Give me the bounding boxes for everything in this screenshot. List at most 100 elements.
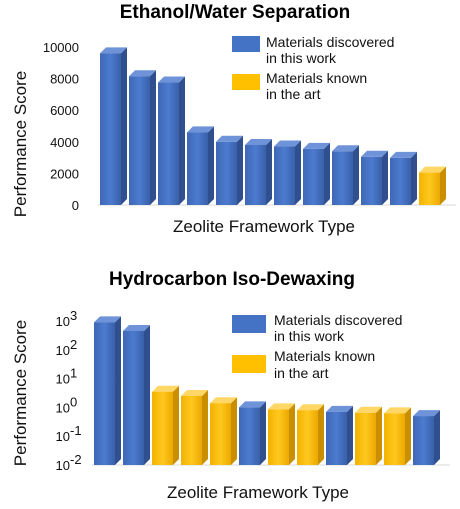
bar-front: [297, 410, 318, 465]
chart2-ylabel: Performance Score: [11, 320, 30, 466]
bar-side: [121, 47, 127, 205]
bar-front: [158, 82, 179, 205]
bar-top: [390, 151, 417, 158]
bar-top: [187, 126, 214, 133]
bar-front: [419, 172, 440, 205]
chart2-ytick-label: 10: [56, 314, 70, 329]
bar-side: [144, 324, 150, 465]
bar-side: [289, 403, 295, 465]
bar-front: [100, 53, 121, 205]
bar-side: [440, 166, 446, 205]
chart2-legend-known-line2: in the art: [274, 365, 329, 381]
bar-side: [260, 401, 266, 465]
chart1-ylabel: Performance Score: [11, 71, 30, 217]
bar-front: [274, 146, 295, 205]
bar-top: [123, 324, 150, 331]
bar-side: [376, 406, 382, 465]
bar-side: [173, 385, 179, 465]
bar-side: [237, 135, 243, 205]
bar-top: [152, 385, 179, 392]
chart2-bar: [326, 405, 353, 465]
chart2-bar: [355, 406, 382, 465]
chart1-y-ticks: 0 2000 4000 6000 8000 10000: [43, 40, 79, 213]
chart1-ytick-label: 6000: [50, 103, 79, 118]
chart2-bar: [210, 397, 237, 465]
bar-top: [326, 405, 353, 412]
bar-side: [347, 405, 353, 465]
chart2-legend-discovered-line1: Materials discovered: [274, 312, 402, 328]
chart2-ytick-exponent: 2: [70, 337, 77, 352]
bar-front: [332, 151, 353, 205]
chart2-legend-discovered-line2: in this work: [274, 328, 345, 344]
bar-front: [361, 156, 382, 205]
chart1-legend-known-line1: Materials known: [266, 70, 367, 86]
bar-side: [324, 142, 330, 205]
chart1-bar: [390, 151, 417, 205]
bar-side: [405, 407, 411, 465]
bar-side: [231, 397, 237, 465]
chart2-bar: [94, 316, 121, 465]
chart1-legend-swatch-known: [232, 74, 260, 90]
chart1-title: Ethanol/Water Separation: [120, 2, 351, 23]
chart1-bar: [303, 142, 330, 205]
bar-front: [123, 330, 144, 465]
chart2-bar: [239, 401, 266, 465]
chart2-xlabel: Zeolite Framework Type: [167, 483, 349, 502]
chart2-ytick-exponent: -2: [70, 452, 82, 467]
chart1-ytick-label: 4000: [50, 135, 79, 150]
chart2-bar: [152, 385, 179, 465]
bar-front: [245, 144, 266, 205]
chart1-bar: [216, 135, 243, 205]
bar-front: [303, 148, 324, 205]
bar-top: [216, 135, 243, 142]
chart2-ytick-exponent: 3: [70, 308, 77, 323]
bar-side: [295, 140, 301, 205]
chart1-bar: [129, 70, 156, 205]
chart2-legend-swatch-known: [232, 355, 266, 373]
bar-top: [239, 401, 266, 408]
bar-top: [274, 140, 301, 147]
chart1-bars: [98, 47, 456, 206]
bar-front: [216, 141, 237, 205]
bar-front: [94, 322, 115, 465]
chart-hydrocarbon-iso-dewaxing: Hydrocarbon Iso-Dewaxing Performance Sco…: [11, 269, 450, 502]
chart1-bar: [245, 138, 272, 205]
chart2-bar: [384, 407, 411, 465]
chart2-ytick-label: 10: [56, 372, 70, 387]
bar-front: [210, 403, 231, 465]
bar-top: [245, 138, 272, 145]
bar-top: [181, 389, 208, 396]
bar-top: [297, 404, 324, 411]
chart1-legend-known-line2: in the art: [266, 86, 321, 102]
chart2-ytick-label: 10: [56, 429, 70, 444]
bar-side: [411, 151, 417, 205]
chart2-ytick-label: 10: [56, 343, 70, 358]
bar-top: [332, 145, 359, 152]
bar-top: [361, 150, 388, 157]
chart2-title: Hydrocarbon Iso-Dewaxing: [109, 269, 355, 290]
chart2-bar: [123, 324, 150, 465]
bar-front: [413, 416, 434, 465]
chart1-ytick-label: 8000: [50, 72, 79, 87]
bar-front: [355, 412, 376, 465]
bar-side: [353, 145, 359, 205]
bar-front: [187, 132, 208, 205]
bar-top: [158, 76, 185, 83]
chart1-legend-discovered-line2: in this work: [266, 50, 337, 66]
chart1-legend: Materials discovered in this work Materi…: [232, 34, 394, 102]
bar-side: [318, 404, 324, 465]
chart1-legend-discovered-line1: Materials discovered: [266, 34, 394, 50]
bar-front: [390, 157, 411, 205]
chart1-bar: [100, 47, 127, 205]
chart1-bar: [361, 150, 388, 205]
bar-top: [419, 166, 446, 173]
chart1-bar: [332, 145, 359, 205]
chart1-ytick-label: 0: [72, 198, 79, 213]
bar-top: [384, 407, 411, 414]
bar-front: [129, 76, 150, 205]
bar-front: [268, 409, 289, 465]
bar-front: [384, 413, 405, 465]
bar-front: [181, 395, 202, 465]
bar-side: [202, 389, 208, 465]
